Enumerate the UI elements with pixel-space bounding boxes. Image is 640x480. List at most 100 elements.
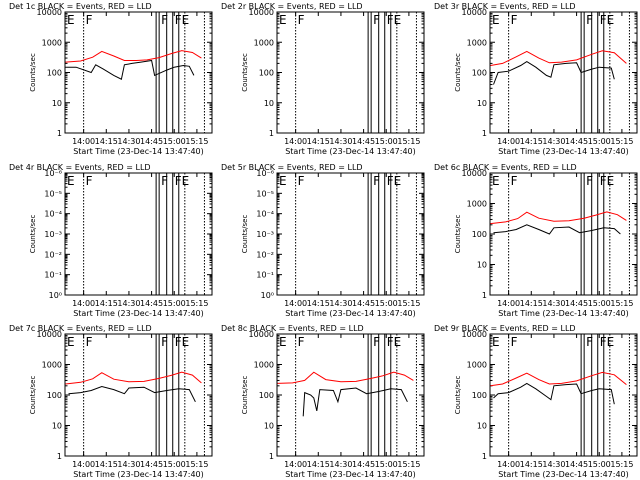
y-axis-label: Counts/sec	[29, 376, 37, 415]
x-tick-label: 15:15	[397, 460, 420, 469]
x-tick-label: 15:00	[588, 299, 611, 308]
marker-label: F	[161, 13, 168, 27]
x-tick-label: 15:00	[163, 299, 186, 308]
marker-label: E	[279, 174, 287, 188]
series-line-events	[493, 224, 621, 235]
marker-label: F	[511, 335, 518, 349]
y-tick-label: 10000	[249, 330, 274, 339]
x-tick-label: 15:00	[375, 299, 398, 308]
marker-label: F	[161, 335, 168, 349]
panel-title: Det 7c BLACK = Events, RED = LLD	[9, 324, 152, 333]
y-tick-label: 100	[259, 391, 274, 400]
y-tick-label: 10⁰	[261, 291, 274, 300]
x-tick-label: 14:45	[352, 299, 375, 308]
x-tick-label: 14:45	[140, 460, 163, 469]
marker-label: E	[67, 13, 75, 27]
y-tick-label: 10000	[249, 8, 274, 17]
y-tick-label: 10⁻⁵	[44, 189, 62, 198]
marker-label: FE	[175, 335, 189, 349]
x-tick-label: 14:15	[520, 460, 543, 469]
marker-label: F	[586, 174, 593, 188]
y-tick-label: 10	[477, 422, 487, 431]
x-tick-label: 14:30	[542, 460, 565, 469]
marker-label: F	[161, 174, 168, 188]
marker-label: F	[511, 13, 518, 27]
y-tick-label: 1000	[42, 38, 62, 47]
x-axis-label: Start Time (23-Dec-14 13:47:40)	[498, 470, 629, 479]
series-line-lld	[65, 371, 202, 385]
marker-label: F	[586, 335, 593, 349]
x-tick-label: 15:00	[375, 137, 398, 146]
x-tick-label: 14:30	[542, 137, 565, 146]
series-line-lld	[277, 371, 414, 384]
y-tick-label: 10⁻⁵	[256, 189, 274, 198]
y-tick-label: 10	[264, 99, 274, 108]
x-tick-label: 14:45	[140, 137, 163, 146]
marker-label: FE	[600, 335, 614, 349]
x-tick-label: 14:15	[95, 460, 118, 469]
marker-label: F	[373, 335, 380, 349]
y-tick-label: 1	[57, 129, 62, 138]
x-tick-label: 15:15	[185, 460, 208, 469]
y-axis-label: Counts/sec	[29, 215, 37, 254]
x-tick-label: 14:15	[95, 299, 118, 308]
y-tick-label: 100	[472, 69, 487, 78]
panel-title: Det 1c BLACK = Events, RED = LLD	[9, 2, 152, 11]
x-tick-label: 15:15	[610, 137, 633, 146]
marker-label: FE	[387, 174, 401, 188]
series-line-lld	[490, 50, 627, 66]
y-tick-label: 10⁻³	[256, 230, 274, 239]
x-tick-label: 15:15	[397, 137, 420, 146]
y-tick-label: 10000	[462, 169, 487, 178]
y-axis-label: Counts/sec	[454, 215, 462, 254]
y-tick-label: 1000	[467, 200, 487, 209]
x-tick-label: 14:15	[307, 137, 330, 146]
marker-label: F	[298, 335, 305, 349]
x-tick-label: 15:15	[185, 137, 208, 146]
panel-title: Det 8c BLACK = Events, RED = LLD	[221, 324, 364, 333]
x-tick-label: 14:30	[117, 460, 140, 469]
y-tick-label: 100	[472, 391, 487, 400]
series-line-events	[68, 385, 196, 403]
y-axis-label: Counts/sec	[241, 215, 249, 254]
x-tick-label: 14:15	[520, 299, 543, 308]
marker-label: E	[67, 174, 75, 188]
y-tick-label: 10⁻⁴	[256, 210, 274, 219]
series-line-events	[493, 61, 615, 85]
y-tick-label: 1	[482, 291, 487, 300]
x-axis-label: Start Time (23-Dec-14 13:47:40)	[498, 147, 629, 156]
y-tick-label: 10000	[37, 8, 62, 17]
series-line-lld	[490, 211, 627, 225]
x-axis-label: Start Time (23-Dec-14 13:47:40)	[498, 309, 629, 318]
x-axis-label: Start Time (23-Dec-14 13:47:40)	[285, 470, 416, 479]
y-axis-label: Counts/sec	[241, 376, 249, 415]
y-tick-label: 100	[259, 69, 274, 78]
y-tick-label: 10	[477, 261, 487, 270]
y-tick-label: 1	[269, 452, 274, 461]
x-tick-label: 14:30	[117, 137, 140, 146]
x-tick-label: 14:00	[72, 299, 95, 308]
marker-label: E	[279, 13, 287, 27]
y-tick-label: 10⁻⁴	[44, 210, 62, 219]
y-tick-label: 10⁻⁶	[44, 169, 62, 178]
x-tick-label: 15:00	[163, 137, 186, 146]
y-axis-label: Counts/sec	[29, 53, 37, 92]
y-tick-label: 10	[52, 99, 62, 108]
y-axis-label: Counts/sec	[241, 53, 249, 92]
panel-title: Det 3r BLACK = Events, RED = LLD	[434, 2, 576, 11]
marker-label: F	[298, 13, 305, 27]
x-tick-label: 14:15	[520, 137, 543, 146]
y-tick-label: 10000	[462, 8, 487, 17]
y-axis-label: Counts/sec	[454, 376, 462, 415]
marker-label: F	[373, 174, 380, 188]
y-tick-label: 10⁻²	[256, 250, 274, 259]
x-tick-label: 14:30	[117, 299, 140, 308]
y-tick-label: 1	[269, 129, 274, 138]
x-tick-label: 14:00	[284, 299, 307, 308]
